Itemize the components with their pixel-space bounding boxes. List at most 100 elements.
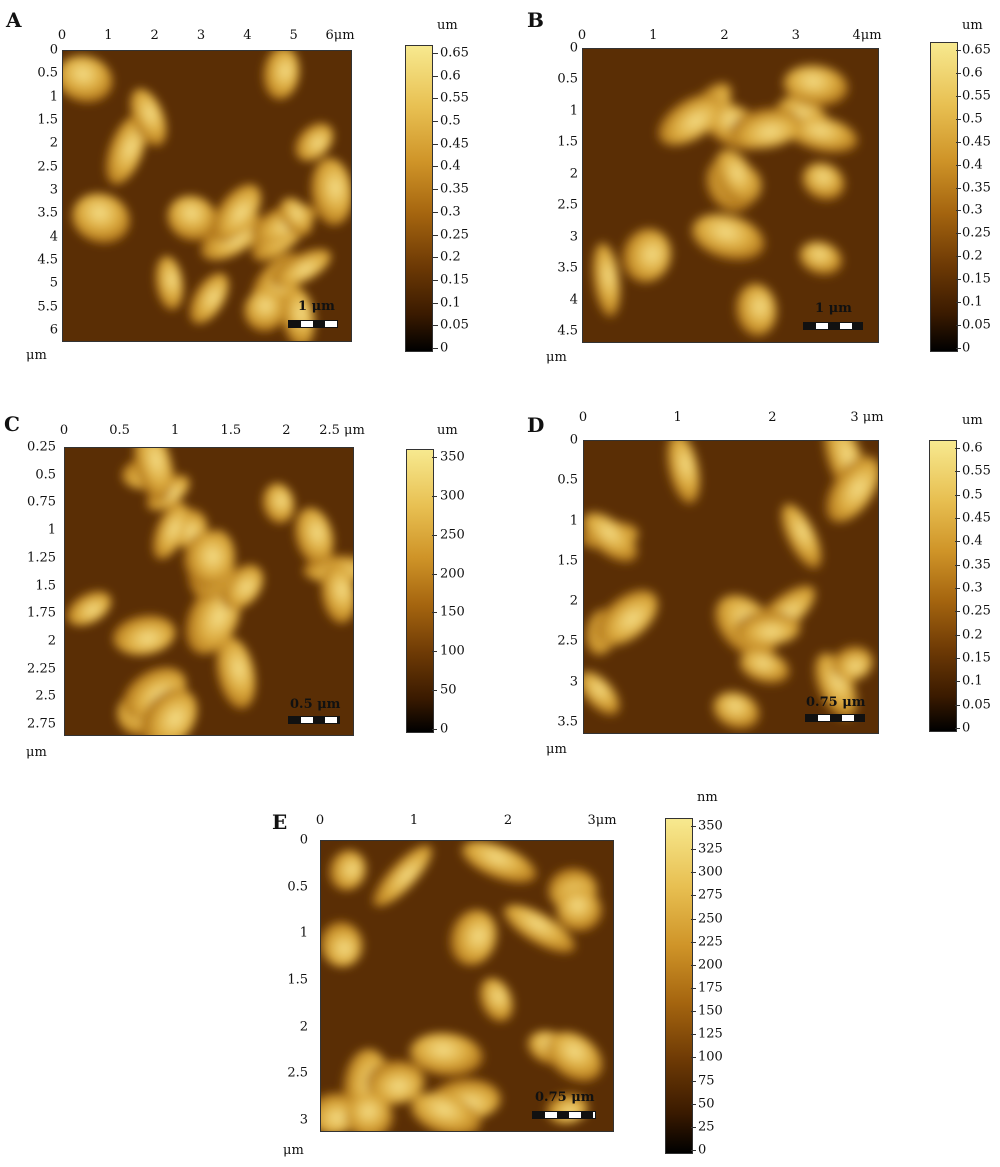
bacterial-cell	[409, 1032, 483, 1077]
colorbar-unit-label: um	[437, 18, 458, 33]
y-tick-label: 2	[569, 166, 578, 182]
colorbar-tick-label: 0.6	[440, 68, 461, 84]
colorbar-tick-label: 0.4	[962, 533, 983, 549]
axis-unit-label: μm	[26, 348, 47, 363]
bacterial-cell	[279, 197, 313, 236]
y-tick-label: 0	[569, 432, 578, 448]
colorbar-tick-label: 0.5	[962, 111, 983, 127]
colorbar-tick-label: 0.05	[962, 317, 991, 333]
y-tick-label: 3	[299, 1112, 308, 1128]
colorbar-tick-label: 0.15	[962, 650, 991, 666]
colorbar-tick-label: 0.55	[962, 88, 991, 104]
y-tick-label: 0.5	[287, 879, 308, 895]
colorbar-tick-label: 250	[440, 527, 465, 543]
colorbar-tick-label: 0.05	[440, 317, 469, 333]
colorbar-tick-label: 0.3	[962, 202, 983, 218]
bacterial-cell	[504, 904, 575, 954]
y-tick-label: 1	[569, 103, 578, 119]
afm-topography-image	[320, 840, 614, 1132]
colorbar-tick-mark	[956, 95, 961, 97]
x-tick-label: 1	[649, 28, 658, 43]
colorbar-tick-mark	[432, 729, 437, 730]
x-tick-label: 1	[104, 28, 113, 43]
y-tick-label: 1.5	[287, 972, 308, 988]
height-colorbar	[665, 818, 693, 1154]
bacterial-cell	[105, 115, 147, 185]
colorbar-tick-mark	[691, 1103, 696, 1105]
colorbar-tick-label: 0.1	[440, 295, 461, 311]
bacterial-cell	[556, 888, 602, 932]
bacterial-cell	[595, 590, 658, 646]
colorbar-tick-label: 0.2	[440, 249, 461, 265]
colorbar-tick-label: 0.55	[962, 463, 991, 479]
y-tick-label: 5.5	[37, 299, 58, 315]
colorbar-tick-mark	[956, 164, 961, 166]
afm-topography-image	[582, 48, 879, 343]
bacterial-cell	[411, 1092, 481, 1131]
colorbar-tick-mark	[956, 256, 961, 258]
colorbar-tick-label: 0.6	[962, 65, 983, 81]
x-tick-label: 3	[196, 28, 206, 43]
colorbar-tick-mark	[691, 1126, 696, 1128]
bacterial-cell	[294, 122, 334, 162]
bacterial-cell	[781, 503, 822, 569]
bacterial-cell	[294, 507, 334, 566]
colorbar-tick-label: 100	[698, 1049, 723, 1065]
x-tick-label: 2	[503, 813, 513, 828]
colorbar-tick-label: 0	[440, 340, 449, 356]
colorbar-tick-mark	[432, 651, 437, 653]
colorbar-tick-mark	[691, 826, 696, 827]
x-tick-label: 2.5 μm	[319, 423, 365, 438]
axis-unit-label: μm	[546, 350, 567, 365]
colorbar-tick-label: 0.2	[962, 627, 983, 643]
x-tick-label: 1	[409, 813, 419, 828]
x-tick-label: 0	[59, 423, 69, 438]
y-tick-label: 2.5	[287, 1065, 308, 1081]
colorbar-tick-mark	[955, 728, 960, 729]
x-tick-label: 3μm	[587, 813, 617, 828]
x-tick-label: 1.5	[220, 423, 242, 438]
y-tick-label: 0.75	[27, 494, 56, 510]
x-tick-label: 0	[57, 28, 67, 43]
colorbar-tick-mark	[955, 494, 960, 496]
y-tick-label: 5	[49, 275, 58, 291]
colorbar-tick-label: 0.45	[962, 134, 991, 150]
scale-bar	[288, 716, 340, 724]
colorbar-tick-mark	[956, 302, 961, 304]
topography-render	[584, 441, 878, 733]
colorbar-tick-label: 0.4	[962, 157, 983, 173]
x-tick-label: 0	[578, 410, 588, 425]
colorbar-tick-label: 225	[698, 934, 723, 950]
colorbar-tick-label: 0.25	[962, 225, 991, 241]
scale-bar-label: 0.75 μm	[806, 695, 866, 710]
colorbar-tick-mark	[433, 75, 438, 77]
bacterial-cell	[271, 248, 332, 288]
colorbar-tick-mark	[432, 573, 437, 575]
colorbar-tick-label: 275	[698, 887, 723, 903]
y-tick-label: 2	[49, 135, 58, 151]
bacterial-cell	[262, 483, 295, 524]
topography-render	[65, 448, 353, 735]
bacterial-cell	[183, 531, 233, 588]
bacterial-cell	[263, 51, 300, 100]
x-tick-label: 0	[577, 28, 587, 43]
y-tick-label: 0.5	[557, 472, 578, 488]
colorbar-tick-mark	[956, 141, 961, 143]
bacterial-cell	[320, 563, 353, 624]
x-tick-label: 6μm	[325, 28, 355, 43]
colorbar-tick-label: 0.45	[962, 510, 991, 526]
x-tick-label: 0	[315, 813, 325, 828]
bacterial-cell	[584, 671, 620, 716]
axis-unit-label: μm	[26, 745, 47, 760]
colorbar-tick-label: 350	[440, 449, 465, 465]
bacterial-cell	[189, 272, 229, 324]
colorbar-tick-label: 50	[440, 682, 457, 698]
colorbar-unit-label: um	[437, 423, 458, 438]
colorbar-tick-mark	[955, 588, 960, 589]
y-tick-label: 4	[569, 292, 578, 308]
bacterial-cell	[799, 241, 843, 275]
x-tick-label: 4	[243, 28, 252, 43]
bacterial-cell	[783, 65, 849, 107]
scale-bar	[803, 322, 863, 330]
colorbar-tick-mark	[433, 234, 438, 236]
